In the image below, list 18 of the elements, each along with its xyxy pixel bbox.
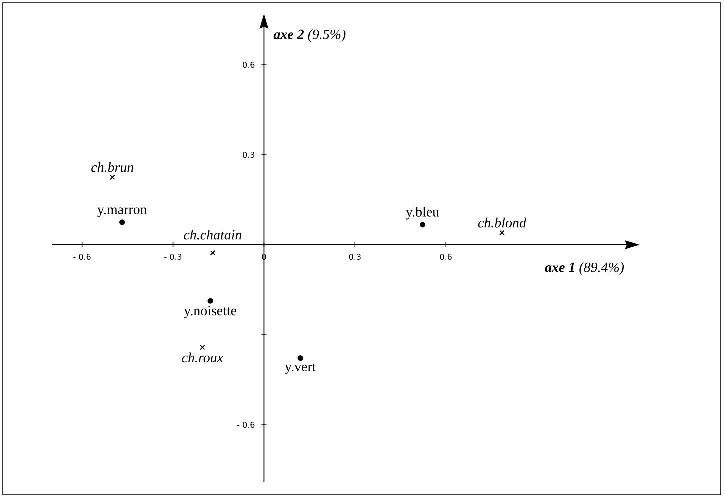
point — [120, 220, 126, 226]
annotation: y.vert — [285, 364, 316, 374]
annotation: ch.brun — [92, 162, 134, 172]
annotation: y.noisette — [184, 306, 237, 319]
y-axis-title: axe 2 (9.5%) — [274, 29, 346, 42]
point — [298, 356, 304, 362]
point — [200, 344, 206, 350]
annotation: y.bleu — [406, 207, 440, 220]
point — [420, 222, 426, 228]
annotation: ch.blond — [478, 218, 526, 228]
point — [208, 298, 214, 304]
x-axis-title: axe 1 (89.4%) — [545, 262, 624, 276]
annotation: y.marron — [98, 208, 148, 218]
annotation: ch.chatain — [184, 230, 242, 240]
point — [110, 174, 116, 180]
annotation: ch.roux — [182, 352, 224, 363]
point — [210, 250, 216, 256]
point — [500, 230, 505, 236]
